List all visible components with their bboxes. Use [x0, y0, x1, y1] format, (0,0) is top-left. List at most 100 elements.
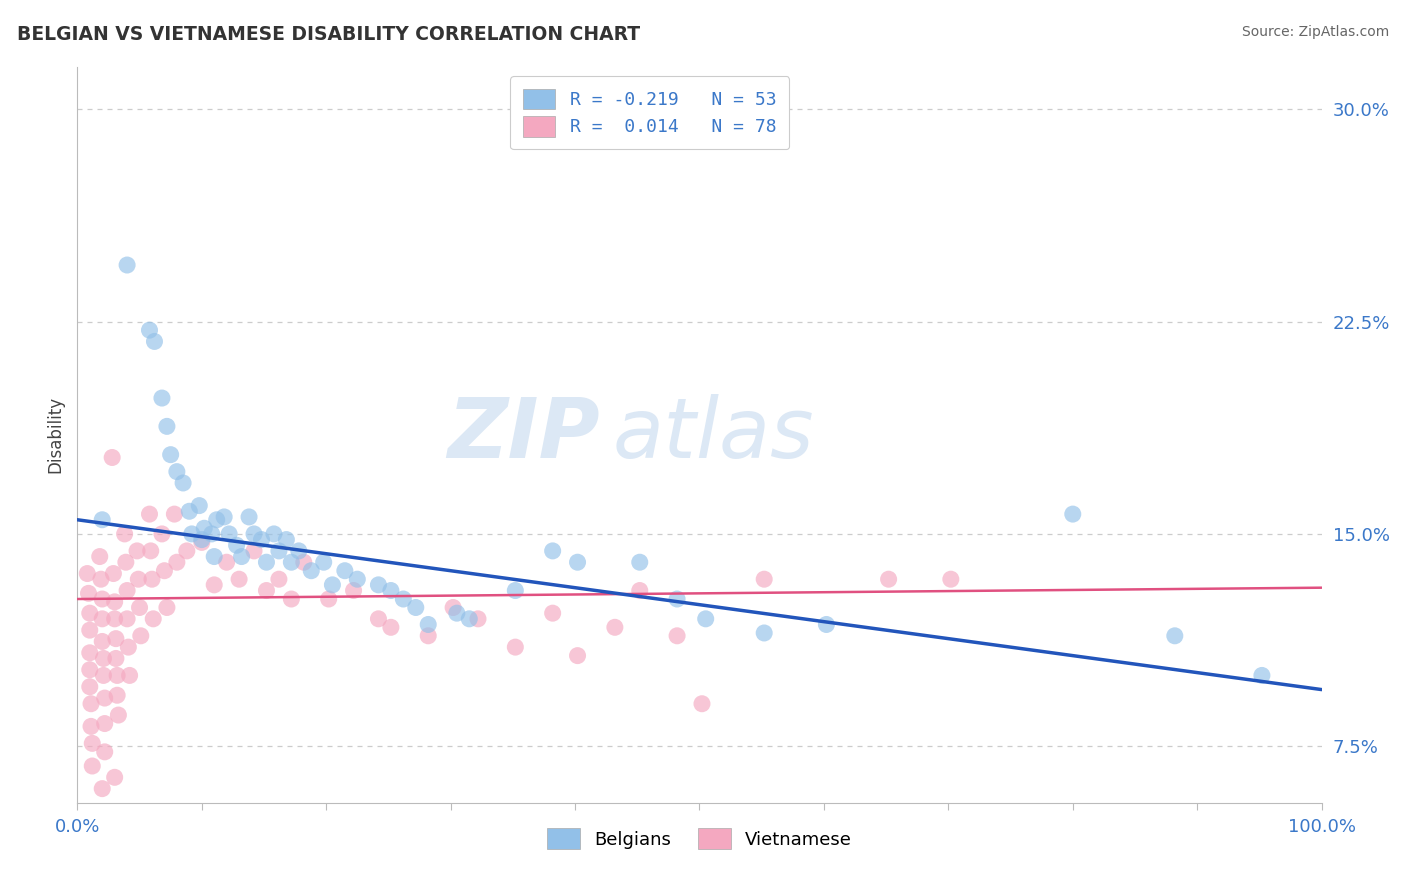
- Point: [105, 668, 128, 682]
- Point: [156, 600, 179, 615]
- Point: [628, 555, 651, 569]
- Point: [159, 448, 181, 462]
- Point: [250, 533, 273, 547]
- Point: [91, 592, 114, 607]
- Point: [467, 612, 489, 626]
- Y-axis label: Disability: Disability: [46, 396, 65, 474]
- Text: ZIP: ZIP: [447, 394, 600, 475]
- Point: [238, 510, 260, 524]
- Point: [815, 617, 838, 632]
- Point: [179, 504, 201, 518]
- Point: [156, 419, 179, 434]
- Point: [104, 595, 127, 609]
- Point: [89, 549, 111, 564]
- Point: [163, 507, 186, 521]
- Point: [628, 583, 651, 598]
- Point: [150, 527, 173, 541]
- Point: [129, 629, 152, 643]
- Point: [267, 572, 290, 586]
- Point: [367, 578, 389, 592]
- Point: [877, 572, 900, 586]
- Point: [603, 620, 626, 634]
- Point: [280, 592, 302, 607]
- Point: [256, 555, 278, 569]
- Point: [153, 564, 176, 578]
- Point: [505, 640, 527, 654]
- Point: [458, 612, 481, 626]
- Point: [202, 578, 225, 592]
- Point: [79, 646, 101, 660]
- Point: [82, 759, 104, 773]
- Point: [188, 499, 211, 513]
- Point: [91, 612, 114, 626]
- Point: [346, 572, 368, 586]
- Point: [418, 617, 440, 632]
- Point: [695, 612, 717, 626]
- Point: [166, 555, 188, 569]
- Point: [176, 544, 198, 558]
- Point: [228, 572, 250, 586]
- Point: [567, 648, 589, 663]
- Point: [231, 549, 253, 564]
- Point: [1251, 668, 1274, 682]
- Point: [754, 572, 776, 586]
- Point: [754, 626, 776, 640]
- Point: [79, 680, 101, 694]
- Point: [312, 555, 335, 569]
- Point: [82, 736, 104, 750]
- Point: [107, 708, 129, 723]
- Point: [104, 770, 127, 784]
- Text: BELGIAN VS VIETNAMESE DISABILITY CORRELATION CHART: BELGIAN VS VIETNAMESE DISABILITY CORRELA…: [17, 25, 640, 44]
- Point: [76, 566, 98, 581]
- Point: [201, 527, 224, 541]
- Point: [243, 544, 266, 558]
- Point: [441, 600, 464, 615]
- Point: [446, 606, 468, 620]
- Point: [91, 513, 114, 527]
- Point: [392, 592, 415, 607]
- Point: [104, 612, 127, 626]
- Point: [90, 572, 112, 586]
- Point: [191, 533, 214, 547]
- Point: [205, 513, 228, 527]
- Point: [118, 668, 141, 682]
- Point: [128, 600, 150, 615]
- Point: [104, 651, 127, 665]
- Point: [333, 564, 356, 578]
- Point: [193, 521, 215, 535]
- Point: [541, 606, 564, 620]
- Point: [79, 623, 101, 637]
- Point: [263, 527, 285, 541]
- Point: [105, 688, 128, 702]
- Point: [541, 544, 564, 558]
- Point: [142, 612, 165, 626]
- Point: [1164, 629, 1187, 643]
- Point: [215, 555, 238, 569]
- Point: [299, 564, 322, 578]
- Point: [117, 640, 139, 654]
- Point: [115, 555, 138, 569]
- Point: [180, 527, 202, 541]
- Point: [77, 586, 100, 600]
- Point: [143, 334, 166, 349]
- Point: [166, 465, 188, 479]
- Point: [225, 538, 247, 552]
- Point: [80, 697, 103, 711]
- Point: [367, 612, 389, 626]
- Point: [405, 600, 427, 615]
- Point: [101, 450, 124, 465]
- Point: [104, 632, 127, 646]
- Point: [418, 629, 440, 643]
- Point: [321, 578, 343, 592]
- Point: [127, 572, 149, 586]
- Point: [91, 634, 114, 648]
- Point: [115, 583, 138, 598]
- Point: [318, 592, 340, 607]
- Point: [79, 663, 101, 677]
- Point: [93, 745, 115, 759]
- Point: [218, 527, 240, 541]
- Point: [276, 533, 298, 547]
- Point: [1062, 507, 1084, 521]
- Point: [243, 527, 266, 541]
- Point: [150, 391, 173, 405]
